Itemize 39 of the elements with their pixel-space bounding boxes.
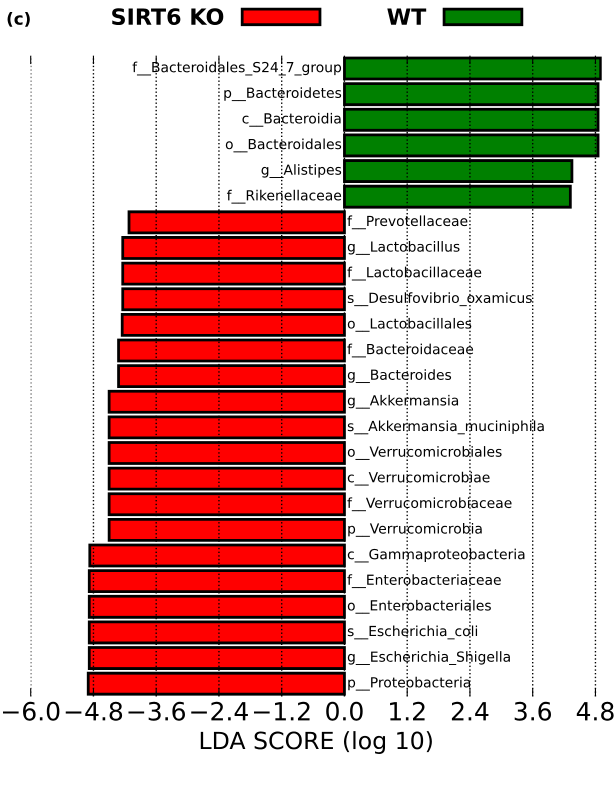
y-tick-label: p__Proteobacteria <box>348 676 470 691</box>
y-tick-label: f__Lactobacillaceae <box>347 266 482 280</box>
y-tick-label: f__Enterobacteriaceae <box>347 574 501 588</box>
y-tick-label: o__Lactobacillales <box>348 318 472 332</box>
y-tick-label: g__Alistipes <box>262 164 342 178</box>
x-tick-label: −2.4 <box>191 702 248 720</box>
y-tick-label: f__Prevotellaceae <box>347 215 468 230</box>
x-axis-title: LDA SCORE (log 10) <box>200 731 432 754</box>
y-tick-label: f__Rikenellaceae <box>226 190 342 204</box>
x-tick-label: 4.8 <box>576 702 614 721</box>
x-tick-label: 1.2 <box>390 702 425 720</box>
text: (c) <box>8 12 30 27</box>
x-tick-label: −1.2 <box>254 702 310 720</box>
x-tick-label: −4.8 <box>66 702 122 721</box>
x-tick-label: 0.0 <box>326 702 363 721</box>
y-tick-label: f__Bacteroidaceae <box>347 344 474 358</box>
x-tick-label: 2.4 <box>452 702 488 720</box>
y-tick-label: s__Akkermansia_muciniphila <box>348 420 544 434</box>
y-tick-label: o__Enterobacteriales <box>348 600 491 614</box>
legend-label: SIRT6 KO <box>112 8 224 26</box>
y-tick-label: c__Verrucomicrobiae <box>348 472 490 486</box>
x-tick-label: 3.6 <box>514 702 551 721</box>
y-tick-label: c__Gammaproteobacteria <box>348 548 524 562</box>
y-tick-label: f__Bacteroidales_S24_7_group <box>132 62 342 76</box>
y-tick-label: f__Verrucomicrobiaceae <box>347 497 512 512</box>
y-tick-label: g__Akkermansia <box>348 394 458 409</box>
y-tick-label: g__Lactobacillus <box>348 241 460 255</box>
y-tick-label: s__Escherichia_coli <box>348 626 478 640</box>
x-tick-label: −3.6 <box>128 702 185 721</box>
legend-label: WT <box>387 8 426 25</box>
y-tick-label: p__Verrucomicrobia <box>348 522 482 537</box>
y-tick-label: o__Bacteroidales <box>226 138 342 152</box>
y-tick-label: c__Bacteroidia <box>242 112 341 127</box>
y-tick-label: g__Bacteroides <box>348 369 452 384</box>
y-tick-label: o__Verrucomicrobiales <box>348 446 502 460</box>
y-tick-label: p__Bacteroidetes <box>224 87 342 102</box>
y-tick-label: s__Desulfovibrio_oxamicus <box>348 292 532 306</box>
y-tick-label: g__Escherichia_Shigella <box>348 651 510 665</box>
x-tick-label: −6.0 <box>2 702 60 721</box>
